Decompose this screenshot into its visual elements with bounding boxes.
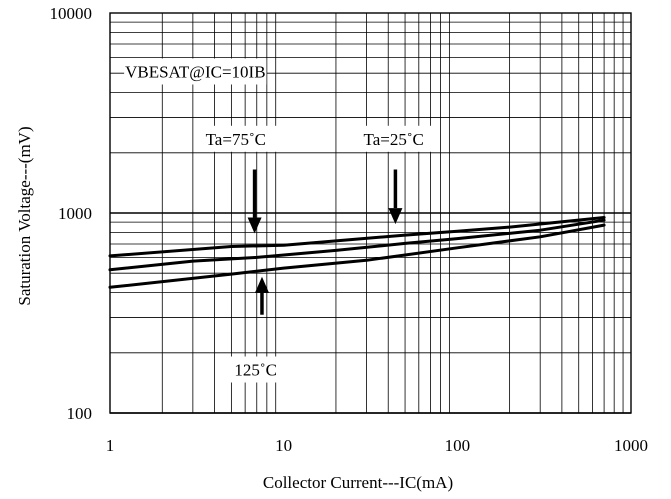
annotations: VBESAT@IC=10IB Ta=75˚C Ta=25˚C 125˚C — [125, 62, 424, 379]
annotation-label: VBESAT@IC=10IB — [125, 62, 265, 81]
y-axis-label: Saturation Voltage---(mV) — [15, 126, 34, 305]
annotation-backgrounds — [124, 58, 435, 383]
x-tick-label: 1000 — [614, 436, 648, 455]
series-line-1 — [108, 216, 606, 258]
annotation-label: 125˚C — [234, 361, 277, 380]
series-lines — [108, 216, 606, 289]
annotation-box — [223, 356, 289, 383]
arrow-head — [388, 208, 403, 225]
y-tick-label: 100 — [67, 404, 93, 423]
x-tick-label: 10 — [275, 436, 292, 455]
annotation-box — [124, 58, 267, 85]
annotation-label: Ta=75˚C — [206, 130, 266, 149]
series-line-3 — [108, 223, 606, 289]
series-line-2 — [108, 218, 606, 272]
annotation-arrows — [247, 169, 403, 315]
arrow-head — [247, 217, 262, 234]
plot-area — [109, 12, 632, 414]
x-axis-label: Collector Current---IC(mA) — [263, 473, 453, 492]
annotation-box — [194, 125, 277, 152]
x-tick-label: 100 — [445, 436, 471, 455]
y-tick-label: 1000 — [58, 204, 92, 223]
tick-labels: 1 10 100 1000 100 1000 10000 — [50, 4, 649, 455]
x-tick-label: 1 — [106, 436, 115, 455]
y-tick-label: 10000 — [50, 4, 93, 23]
annotation-box — [352, 125, 435, 152]
annotation-label: Ta=25˚C — [364, 130, 424, 149]
arrow-head — [254, 276, 269, 293]
